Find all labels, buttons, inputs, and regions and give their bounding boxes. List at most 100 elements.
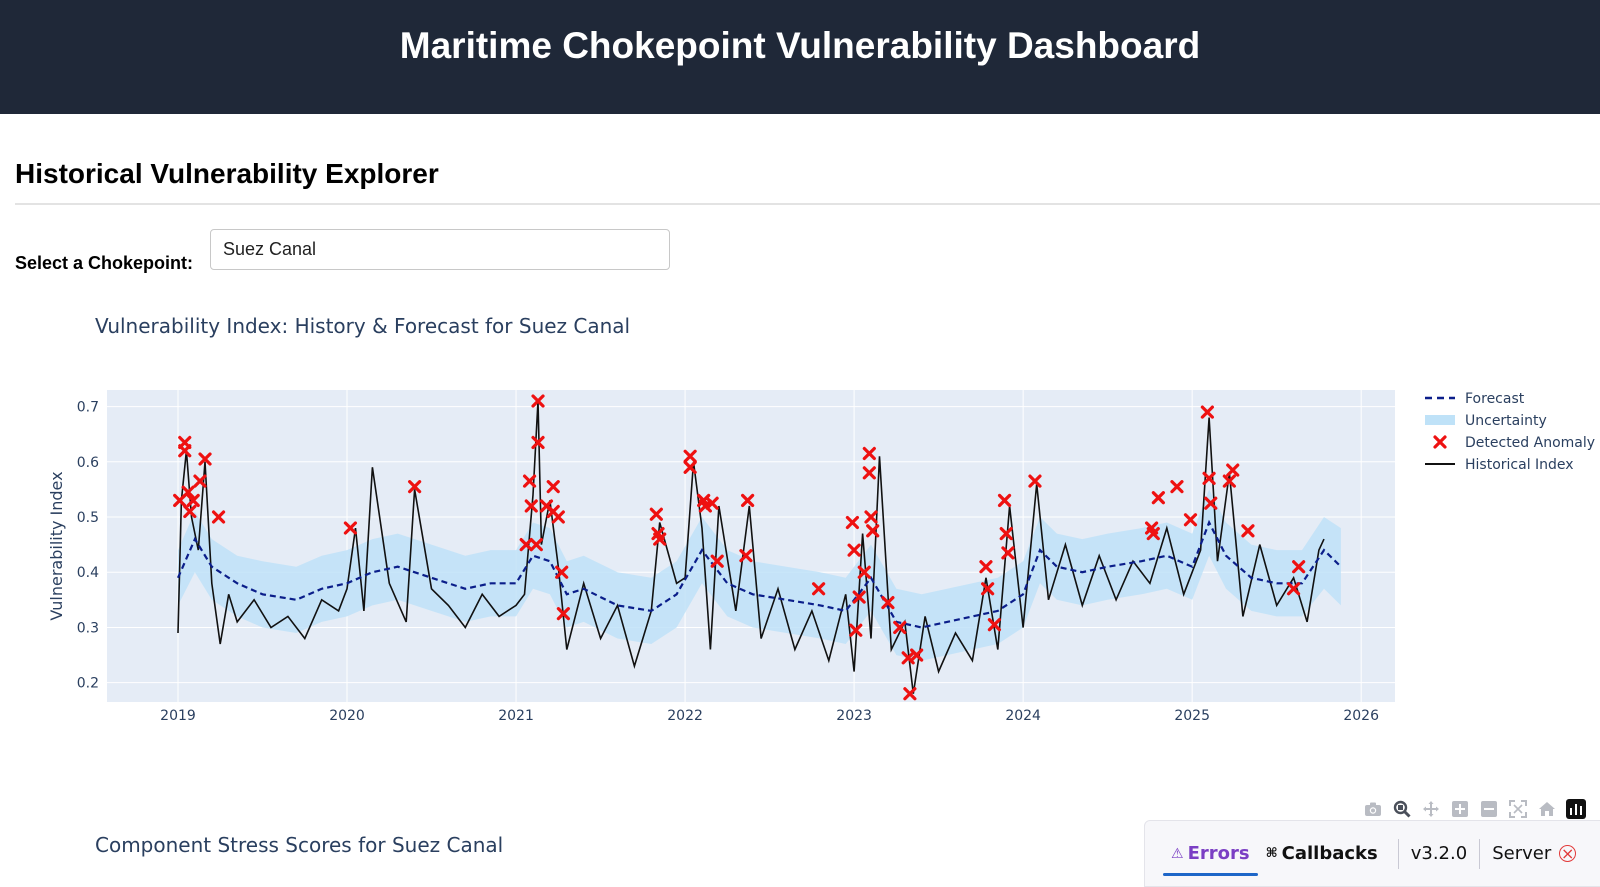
server-status-label: Server [1492,843,1552,864]
anomaly-marker [193,474,207,488]
server-error-icon: × [1559,843,1577,863]
section-divider [15,203,1600,205]
anomaly-marker [183,504,197,519]
callback-graph-icon: ⌘ [1265,846,1278,861]
anomaly-marker [849,623,863,637]
chokepoint-selected-value: Suez Canal [223,239,317,259]
legend-anomaly-swatch [1433,435,1447,449]
anomaly-marker [852,590,866,604]
anomaly-marker [556,607,570,621]
anomaly-marker [979,560,993,574]
anomaly-marker [529,538,543,552]
historical-index-line [177,400,1325,694]
y-tick-label: 0.4 [77,565,99,581]
callbacks-tab-label: Callbacks [1281,843,1378,864]
chokepoint-select-label: Select a Chokepoint: [15,253,194,273]
anomaly-point [683,449,697,463]
anomaly-point [857,565,871,579]
anomaly-marker [181,485,195,499]
anomaly-marker [519,538,533,552]
y-tick-label: 0.2 [77,676,99,692]
anomaly-marker [531,394,545,408]
anomaly-point [845,515,860,530]
zoom-out-icon[interactable] [1478,798,1500,820]
legend-entry: Forecast [1425,391,1525,407]
anomaly-point [1028,474,1042,488]
anomaly-point [531,435,545,450]
anomaly-marker [1151,491,1165,505]
errors-tab-label: Errors [1187,843,1250,864]
anomaly-marker [864,510,878,524]
plotly-logo-icon[interactable] [1565,798,1587,820]
anomaly-point [555,565,569,579]
anomaly-marker [178,444,192,458]
zoom-in-icon[interactable] [1449,798,1471,820]
legend-label: Forecast [1465,391,1525,407]
anomaly-marker [408,480,422,494]
legend-entry: Uncertainty [1425,413,1547,429]
anomaly-marker [683,449,697,463]
autoscale-icon[interactable] [1507,798,1529,820]
warning-icon: ⚠ [1171,845,1184,862]
errors-tab[interactable]: ⚠ Errors [1163,834,1258,876]
x-tick-label: 2026 [1343,708,1379,724]
anomaly-marker [881,596,895,610]
legend-entry: Detected Anomaly [1433,435,1595,451]
anomaly-point [343,521,358,535]
vulnerability-history-chart[interactable]: 0.2 0.3 0.4 0.5 0.6 0.7 2019 2020 2021 2022 2023 20… [0,350,1600,730]
legend-uncertainty-swatch [1425,415,1455,425]
anomaly-marker [845,515,860,530]
y-axis-label: Vulnerability Index [47,471,66,620]
anomaly-point [186,493,200,508]
chokepoint-dropdown[interactable]: Suez Canal [210,229,670,270]
anomaly-marker [698,499,712,513]
anomaly-point [1204,496,1218,510]
anomaly-marker [1183,513,1198,527]
pan-icon[interactable] [1420,798,1442,820]
anomaly-point [408,480,422,494]
app-header: Maritime Chokepoint Vulnerability Dashbo… [0,0,1600,114]
anomaly-point [997,493,1012,508]
anomaly-point [862,466,876,480]
anomaly-marker [866,524,880,538]
anomaly-point [1170,480,1184,494]
anomaly-point [741,493,755,508]
x-tick-label: 2024 [1005,708,1041,724]
anomaly-point [683,460,697,474]
anomaly-marker [524,499,538,513]
anomaly-point [1222,474,1236,488]
section-title: Historical Vulnerability Explorer [15,158,439,189]
x-tick-label: 2019 [160,708,196,724]
anomaly-marker [987,618,1002,632]
zoom-icon[interactable] [1391,798,1413,820]
anomaly-point [1286,582,1301,596]
anomaly-marker [857,565,871,579]
anomaly-point [178,444,192,458]
camera-icon[interactable] [1362,798,1384,820]
y-tick-label: 0.7 [77,400,99,416]
anomaly-point [812,582,826,596]
anomaly-marker [1292,560,1306,574]
reset-axes-icon[interactable] [1536,798,1558,820]
anomaly-marker [1226,463,1240,477]
anomaly-point [1241,524,1255,538]
anomaly-marker [1146,526,1160,541]
anomaly-point [698,499,712,513]
anomaly-point [979,560,993,574]
anomaly-point [705,496,719,510]
anomaly-marker [1202,471,1216,485]
legend-label: Historical Index [1465,457,1574,473]
anomaly-point [649,507,663,521]
anomaly-point [1292,560,1306,574]
forecast-line [176,519,1342,629]
anomaly-marker [1286,582,1301,596]
anomaly-marker [198,452,212,466]
anomaly-marker [910,648,924,662]
server-status[interactable]: Server × [1492,843,1577,864]
anomaly-marker [862,466,876,480]
anomaly-marker [649,507,663,521]
anomaly-marker [997,493,1012,508]
callbacks-tab[interactable]: ⌘ Callbacks [1258,834,1386,874]
anomaly-point [849,623,863,637]
anomaly-marker [546,480,560,494]
